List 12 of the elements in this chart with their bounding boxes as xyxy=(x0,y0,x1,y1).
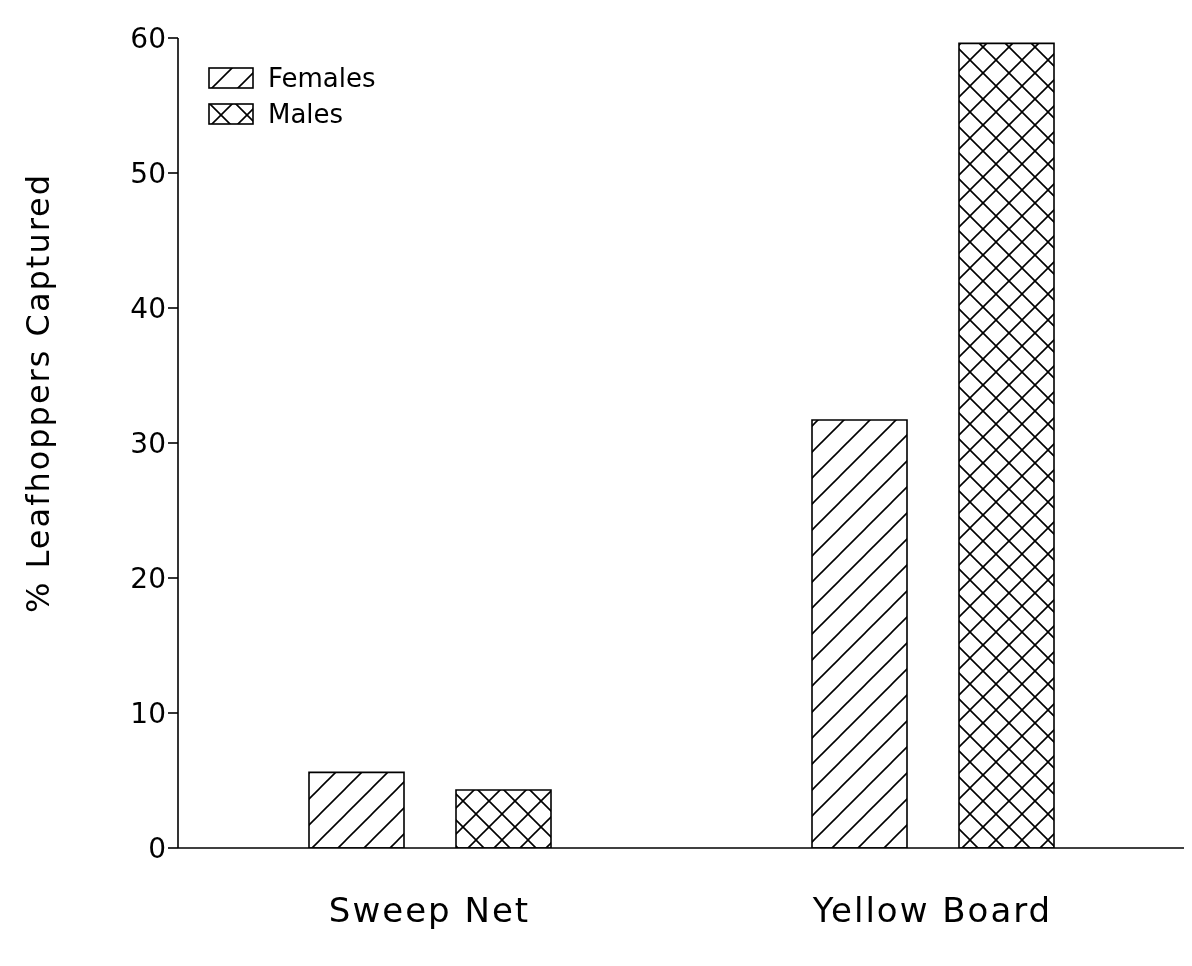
y-tick-label: 0 xyxy=(148,831,166,865)
legend-label: Males xyxy=(268,99,344,129)
x-tick-label: Yellow Board xyxy=(811,890,1053,931)
y-tick-label: 40 xyxy=(130,291,166,325)
y-tick-label: 30 xyxy=(130,426,166,460)
y-tick-label: 60 xyxy=(130,21,166,55)
y-tick-label: 20 xyxy=(130,561,166,595)
legend-label: Females xyxy=(268,63,376,93)
y-tick-label: 50 xyxy=(130,156,166,190)
y-tick-label: 10 xyxy=(130,696,166,730)
x-tick-label: Sweep Net xyxy=(328,890,531,931)
y-axis-title: % Leafhoppers Captured xyxy=(19,172,58,613)
